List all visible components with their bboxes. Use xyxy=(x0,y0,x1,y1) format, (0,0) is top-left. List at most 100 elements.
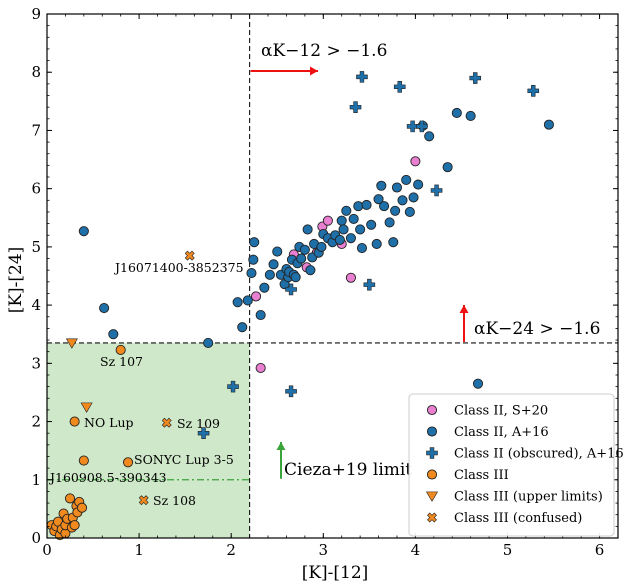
alpha-k24-arrow xyxy=(459,305,469,342)
data-point xyxy=(322,215,333,226)
legend-marker xyxy=(425,491,439,502)
legend-entry: Class II, A+16 xyxy=(426,425,549,440)
y-tick-label: 7 xyxy=(31,121,41,139)
legend-marker-shape xyxy=(427,512,437,523)
annotation-j160908: J160908.5-390343 xyxy=(48,470,167,485)
y-tick-label: 4 xyxy=(31,296,41,314)
legend-label: Class II, A+16 xyxy=(454,425,549,440)
annotation-sonyc-lup: SONYC Lup 3-5 xyxy=(134,452,234,467)
data-point xyxy=(336,215,347,226)
data-point xyxy=(184,250,195,261)
data-point xyxy=(527,85,540,97)
data-point xyxy=(469,72,482,84)
annotation-sz108: Sz 108 xyxy=(153,493,196,508)
data-point xyxy=(391,182,403,193)
data-point xyxy=(410,156,421,167)
data-point xyxy=(268,259,279,270)
data-point xyxy=(355,224,366,235)
threshold-lines xyxy=(47,14,618,538)
data-point xyxy=(138,495,149,506)
x-tick-label: 3 xyxy=(319,541,329,559)
annotation-no-lup: NO Lup xyxy=(84,415,134,430)
data-point xyxy=(353,201,364,212)
data-point xyxy=(404,206,415,218)
series-5 xyxy=(138,250,195,506)
data-point xyxy=(64,493,76,504)
data-point xyxy=(242,295,253,306)
data-point xyxy=(246,268,257,279)
data-point xyxy=(390,205,401,216)
legend-entries: Class II, S+20 Class II, A+16 Class II (ob… xyxy=(425,404,624,526)
data-point xyxy=(345,233,356,244)
y-tick-label: 3 xyxy=(31,354,41,372)
x-tick-label: 0 xyxy=(42,541,52,559)
data-point xyxy=(408,192,419,203)
series-3 xyxy=(46,344,134,541)
legend-entry: Class III (upper limits) xyxy=(425,490,603,505)
data-point xyxy=(401,174,412,185)
data-point xyxy=(388,237,399,248)
series-4 xyxy=(65,338,93,413)
data-point xyxy=(341,205,352,216)
y-tick-label: 0 xyxy=(31,529,41,547)
data-point-shape xyxy=(161,417,172,428)
data-point xyxy=(78,226,89,237)
data-point xyxy=(259,282,270,293)
legend-label: Class II, S+20 xyxy=(454,404,548,419)
data-point xyxy=(451,107,462,119)
data-point xyxy=(356,71,368,83)
data-point xyxy=(78,455,89,466)
data-point xyxy=(161,417,172,428)
alpha-k24-arrow-head xyxy=(459,305,469,313)
data-point xyxy=(203,337,214,349)
series-2 xyxy=(197,71,540,439)
annotation-sz109: Sz 109 xyxy=(177,416,220,431)
data-point xyxy=(349,101,362,113)
data-point xyxy=(465,110,476,121)
data-point xyxy=(371,238,382,250)
data-point xyxy=(406,120,419,133)
x-tick-label: 5 xyxy=(503,541,513,559)
annotation-alpha-k12: αK−12 > −1.6 xyxy=(261,41,387,61)
data-point xyxy=(80,402,93,413)
legend-label: Class III (upper limits) xyxy=(454,490,603,505)
alpha-k12-arrow-head xyxy=(310,66,318,76)
data-point xyxy=(69,520,80,531)
legend-label: Class III (confused) xyxy=(454,511,582,526)
data-point xyxy=(255,309,266,321)
data-point xyxy=(249,237,260,248)
data-point xyxy=(299,244,310,255)
data-point xyxy=(393,80,406,93)
y-tick-label: 9 xyxy=(31,5,41,23)
x-tick-label: 4 xyxy=(411,541,421,559)
data-point xyxy=(413,179,424,190)
x-axis-label: [K]-[12] xyxy=(302,563,369,583)
data-point xyxy=(366,219,377,230)
data-point xyxy=(345,272,356,283)
data-point xyxy=(397,195,408,206)
legend-marker xyxy=(427,512,437,523)
series-1 xyxy=(78,107,554,389)
annotation-alpha-k24: αK−24 > −1.6 xyxy=(474,319,600,339)
y-tick-label: 1 xyxy=(31,471,41,489)
annotation-j16071400: J16071400-3852375 xyxy=(113,260,244,275)
data-point xyxy=(197,427,210,439)
data-point xyxy=(251,291,262,302)
data-point xyxy=(316,241,327,252)
legend-marker xyxy=(426,404,438,416)
data-point xyxy=(285,385,297,398)
axis-ticks: 0 1 2 3 4 5 6 0 1 2 3 4 5 6 7 8 9 xyxy=(31,5,618,559)
legend-marker xyxy=(426,447,438,459)
legend-label: Class III xyxy=(454,468,509,483)
data-point xyxy=(305,265,316,276)
plot-frame xyxy=(46,13,619,539)
data-point-shape xyxy=(184,250,195,261)
data-point xyxy=(227,380,239,393)
data-point xyxy=(296,253,307,264)
x-tick-label: 6 xyxy=(595,541,605,559)
x-tick-label: 2 xyxy=(226,541,236,559)
x-tick-label: 1 xyxy=(134,541,144,559)
y-tick-label: 6 xyxy=(31,180,41,198)
data-point xyxy=(248,254,259,265)
